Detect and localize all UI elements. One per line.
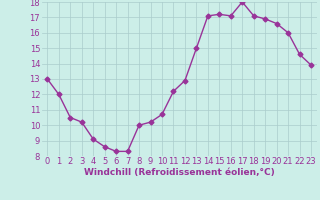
X-axis label: Windchill (Refroidissement éolien,°C): Windchill (Refroidissement éolien,°C) <box>84 168 275 177</box>
